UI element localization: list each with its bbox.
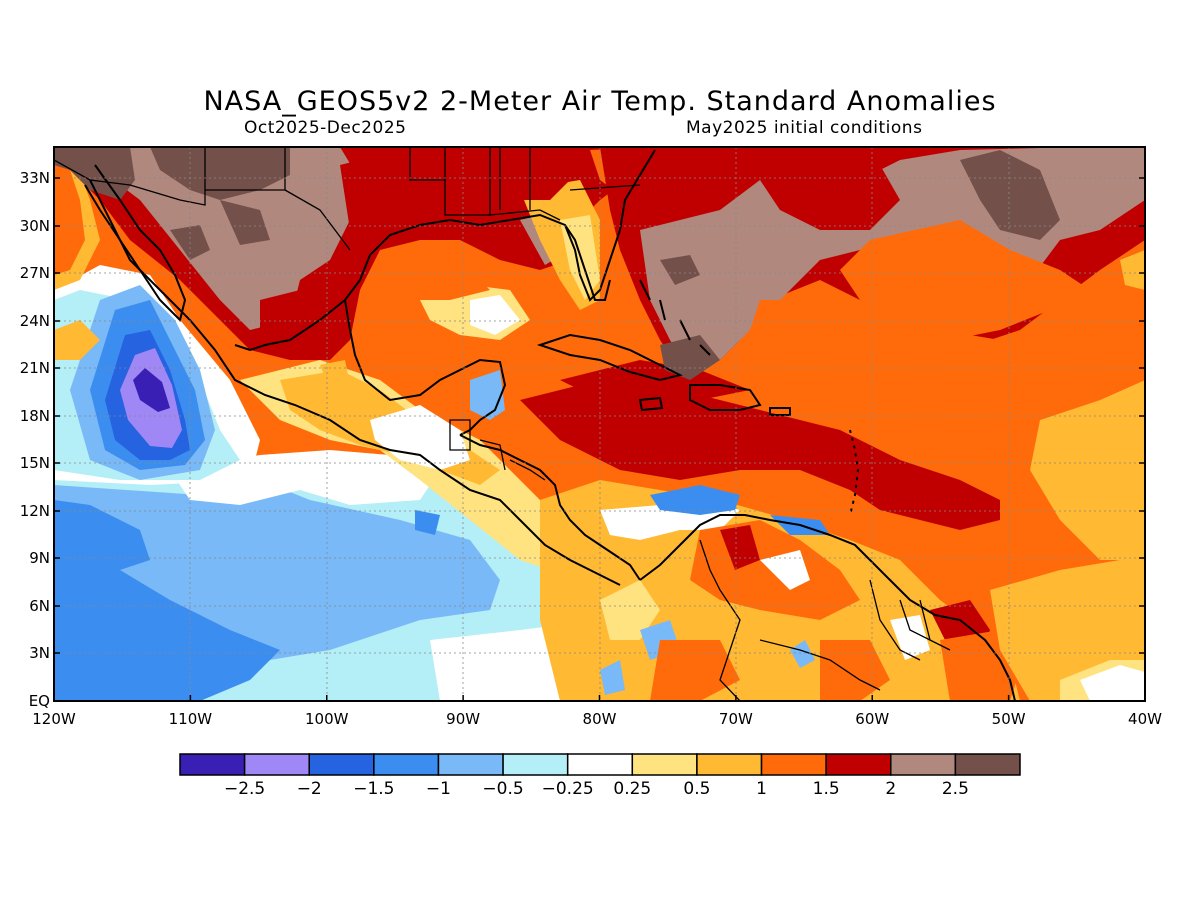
colorbar-label: −1 [426,779,451,799]
colorbar-label: −1.5 [353,779,394,799]
borders [54,147,951,701]
colorbar-label: 1 [756,779,767,799]
lon-tick-label: 40W [1128,710,1162,728]
lat-tick-label: 33N [20,169,50,187]
lat-tick-label: 30N [20,217,50,235]
lat-tick-label: 18N [20,407,50,425]
colorbar-swatch [437,753,504,776]
lat-tick-label: 9N [29,549,50,567]
colorbar-label: −2 [297,779,322,799]
longitude-axis: 120W 110W 100W 90W 80W 70W 60W 50W 40W [32,695,1162,728]
colorbar-label: 0.5 [683,779,710,799]
colorbar-label: 1.5 [813,779,840,799]
initial-conditions: May2025 initial conditions [686,118,923,138]
lat-tick-label: EQ [29,692,50,710]
lon-tick-label: 100W [305,710,349,728]
colorbar-swatch [373,753,440,776]
colorbar-label: −0.5 [482,779,523,799]
coastlines [84,149,1016,701]
colorbar: −2.5 −2 −1.5 −1 −0.5 −0.25 0.25 0.5 1 1.5 2 2.5 [179,753,1021,799]
lon-tick-label: 70W [719,710,753,728]
gridlines [54,147,1145,701]
colorbar-swatch [954,753,1021,776]
colorbar-swatch [179,753,246,776]
lon-tick-label: 80W [583,710,617,728]
colorbar-swatch [696,753,763,776]
lat-tick-label: 15N [20,454,50,472]
colorbar-label: 0.25 [613,779,651,799]
lon-tick-label: 90W [446,710,480,728]
colorbar-swatch [243,753,310,776]
colorbar-label: 2.5 [942,779,969,799]
lat-tick-label: 21N [20,359,50,377]
colorbar-swatch [308,753,375,776]
forecast-period: Oct2025-Dec2025 [244,118,407,138]
lat-tick-label: 24N [20,312,50,330]
colorbar-label: −2.5 [224,779,265,799]
colorbar-label: 2 [885,779,896,799]
anomaly-field [54,147,1145,701]
colorbar-swatch [825,753,892,776]
colorbar-swatch [760,753,827,776]
lon-tick-label: 50W [992,710,1026,728]
colorbar-swatch [631,753,698,776]
colorbar-swatch [502,753,569,776]
lon-tick-label: 110W [169,710,213,728]
lat-tick-label: 3N [29,644,50,662]
colorbar-swatch [566,753,634,776]
lon-tick-label: 120W [32,710,76,728]
lon-tick-label: 60W [855,710,889,728]
lat-tick-label: 6N [29,597,50,615]
lat-tick-label: 27N [20,264,50,282]
colorbar-label: −0.25 [542,779,594,799]
map-title: NASA_GEOS5v2 2-Meter Air Temp. Standard … [203,86,997,117]
colorbar-swatch [890,753,957,776]
lat-tick-label: 12N [20,502,50,520]
latitude-axis: 33N 30N 27N 24N 21N 18N 15N 12N 9N 6N 3N EQ [20,169,1145,710]
